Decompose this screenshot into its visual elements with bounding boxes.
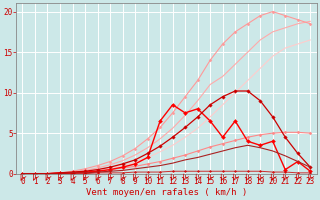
X-axis label: Vent moyen/en rafales ( km/h ): Vent moyen/en rafales ( km/h )	[86, 188, 247, 197]
